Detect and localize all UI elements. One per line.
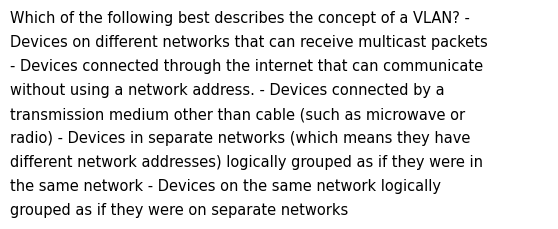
Text: grouped as if they were on separate networks: grouped as if they were on separate netw…: [10, 202, 348, 217]
Text: without using a network address. - Devices connected by a: without using a network address. - Devic…: [10, 83, 445, 98]
Text: Devices on different networks that can receive multicast packets: Devices on different networks that can r…: [10, 35, 488, 50]
Text: different network addresses) logically grouped as if they were in: different network addresses) logically g…: [10, 154, 483, 169]
Text: - Devices connected through the internet that can communicate: - Devices connected through the internet…: [10, 59, 483, 74]
Text: the same network - Devices on the same network logically: the same network - Devices on the same n…: [10, 178, 441, 193]
Text: transmission medium other than cable (such as microwave or: transmission medium other than cable (su…: [10, 107, 465, 122]
Text: radio) - Devices in separate networks (which means they have: radio) - Devices in separate networks (w…: [10, 131, 470, 145]
Text: Which of the following best describes the concept of a VLAN? -: Which of the following best describes th…: [10, 11, 470, 26]
